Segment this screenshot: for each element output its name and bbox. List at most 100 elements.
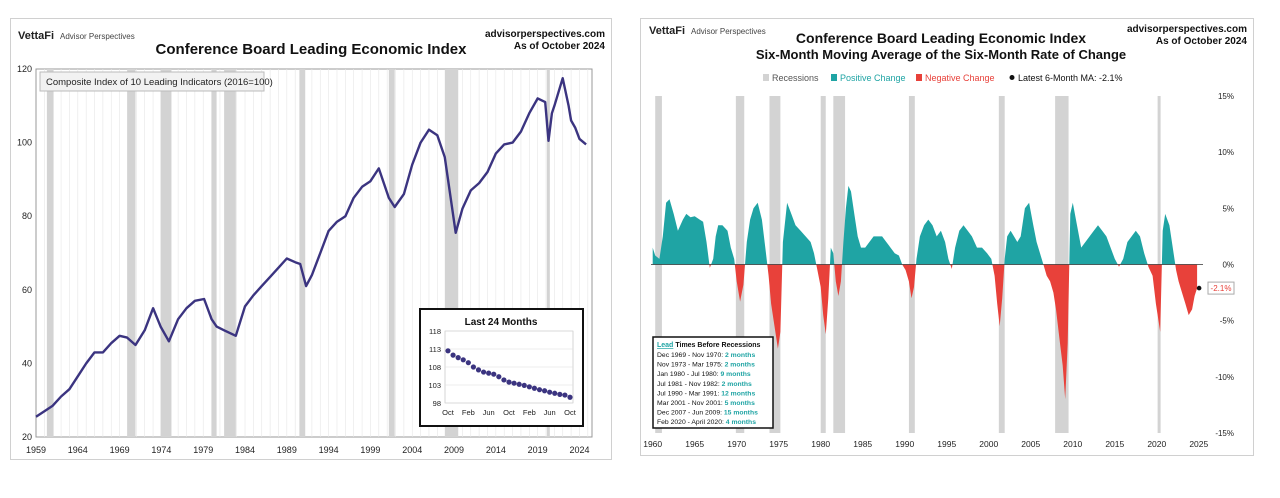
left-site-label: advisorperspectives.com (485, 29, 605, 40)
inset-point (531, 385, 538, 391)
inset-y-tick: 108 (428, 363, 441, 372)
lead-row-months: 12 months (721, 390, 755, 397)
right-title-line2: Six-Month Moving Average of the Six-Mont… (756, 47, 1126, 62)
legend-swatch-negative (916, 74, 922, 81)
inset-point (562, 392, 568, 398)
lei-roc-chart-panel: VettaFi Advisor Perspectives Conference … (640, 18, 1254, 456)
inset-y-tick: 103 (428, 381, 441, 390)
inset-y-tick: 113 (429, 345, 441, 354)
inset-x-tick: Feb (523, 408, 536, 417)
legend-swatch-positive (831, 74, 837, 81)
left-y-tick: 120 (17, 64, 32, 74)
right-y-tick: -15% (1215, 429, 1234, 438)
inset-x-tick: Jun (544, 408, 556, 417)
left-x-tick: 1974 (151, 445, 171, 455)
right-x-tick: 1970 (727, 439, 746, 449)
right-x-tick: 1985 (853, 439, 872, 449)
lead-row-months: 2 months (722, 381, 752, 388)
inset-point (557, 391, 563, 397)
latest-value-dot (1196, 285, 1202, 291)
brand-vettafi: VettaFi (18, 30, 54, 42)
left-x-tick: 1989 (277, 445, 297, 455)
left-x-tick: 2024 (569, 445, 589, 455)
latest-value-box (1207, 281, 1235, 295)
inset-point (547, 389, 553, 395)
inset-point (567, 394, 573, 400)
left-x-tick: 2014 (486, 445, 506, 455)
lead-box-title: Lead Times Before Recessions (657, 342, 761, 349)
legend-swatch-recessions (763, 74, 769, 81)
inset-point (480, 369, 487, 375)
inset-point (455, 355, 461, 361)
left-x-tick: 2009 (444, 445, 464, 455)
inset-point (486, 370, 492, 376)
lead-row-months: 5 months (725, 400, 755, 407)
right-y-tick: -5% (1220, 317, 1234, 326)
lei-level-chart-panel: VettaFi Advisor Perspectives Conference … (10, 18, 612, 460)
right-brand-advisor-perspectives: Advisor Perspectives (691, 27, 766, 36)
right-x-tick: 2020 (1147, 439, 1166, 449)
right-site-label: advisorperspectives.com (1127, 24, 1247, 35)
inset-point (521, 382, 527, 388)
inset-point (460, 357, 466, 363)
inset-point (470, 364, 477, 370)
left-x-tick: 1969 (110, 445, 130, 455)
negative-change-area (652, 264, 1198, 400)
left-recession-bar (546, 69, 550, 437)
inset-point (541, 388, 548, 394)
inset-x-tick: Feb (462, 408, 475, 417)
inset-point (506, 379, 512, 385)
inset-point (536, 387, 543, 393)
lead-row: Dec 1969 - Nov 1970: 2 months (657, 352, 755, 359)
positive-change-area (652, 185, 1198, 265)
legend-recessions: Recessions (772, 73, 819, 83)
left-x-tick: 1959 (26, 445, 46, 455)
inset-x-tick: Oct (442, 408, 455, 417)
lead-row-months: 9 months (720, 371, 750, 378)
lead-row-months: 15 months (724, 410, 758, 417)
legend-positive: Positive Change (840, 73, 906, 83)
right-x-tick: 2000 (979, 439, 998, 449)
brand-advisor-perspectives: Advisor Perspectives (60, 32, 135, 41)
lead-row: Jul 1981 - Nov 1982: 2 months (657, 381, 752, 388)
lead-row: Jan 1980 - Jul 1980: 9 months (657, 371, 751, 378)
lead-row-months: 4 months (726, 419, 756, 426)
right-plot-area: -2.1% 15% 10% 5% 0% -5% -10% -15% 1960 1965 1970 19… (643, 92, 1235, 449)
lead-times-box: Lead Times Before Recessions Dec 1969 - N… (652, 336, 774, 429)
left-y-tick: 20 (22, 432, 32, 442)
lead-row-range: Jul 1990 - Mar 1991: (657, 390, 721, 397)
lead-row-range: Dec 2007 - Jun 2009: (657, 410, 724, 417)
right-x-tick: 2005 (1021, 439, 1040, 449)
latest-value-label: -2.1% (1211, 284, 1232, 293)
lead-row: Nov 1973 - Mar 1975: 2 months (657, 362, 755, 369)
left-legend-text: Composite Index of 10 Leading Indicators… (46, 77, 273, 88)
left-y-tick: 40 (22, 358, 32, 368)
left-y-tick: 80 (22, 211, 32, 221)
lead-box-title-word: Lead (657, 342, 673, 349)
lead-row-range: Jul 1981 - Nov 1982: (657, 381, 722, 388)
lead-row-range: Feb 2020 - April 2020: (657, 419, 726, 426)
inset-point (496, 374, 502, 380)
left-x-tick: 1994 (319, 445, 339, 455)
lead-row-months: 2 months (725, 362, 755, 369)
left-y-tick: 60 (22, 285, 32, 295)
inset-y-tick: 98 (433, 399, 441, 408)
inset-point (526, 384, 532, 390)
right-x-tick: 1990 (895, 439, 914, 449)
left-x-tick: 1984 (235, 445, 255, 455)
inset-plot-area: 98 103 108 113 118 Oct Feb Jun Oct Feb Jun Oct (428, 327, 576, 417)
left-recession-bar (160, 69, 172, 437)
inset-title: Last 24 Months (465, 317, 538, 328)
legend-latest-dot (1009, 75, 1015, 80)
left-plot-area: 20 40 60 80 100 120 1959 1964 1969 1974 1979 1984 19… (17, 64, 593, 455)
right-y-tick: 15% (1218, 92, 1234, 101)
lead-row-range: Jan 1980 - Jul 1980: (657, 371, 720, 378)
left-y-tick: 100 (17, 138, 32, 148)
right-y-tick: 5% (1222, 204, 1234, 213)
right-asof-label: As of October 2024 (1156, 36, 1248, 47)
inset-point (465, 360, 471, 366)
right-x-tick: 2015 (1105, 439, 1124, 449)
inset-x-tick: Jun (483, 408, 495, 417)
lead-box-frame (652, 336, 774, 429)
right-x-tick: 1975 (769, 439, 788, 449)
